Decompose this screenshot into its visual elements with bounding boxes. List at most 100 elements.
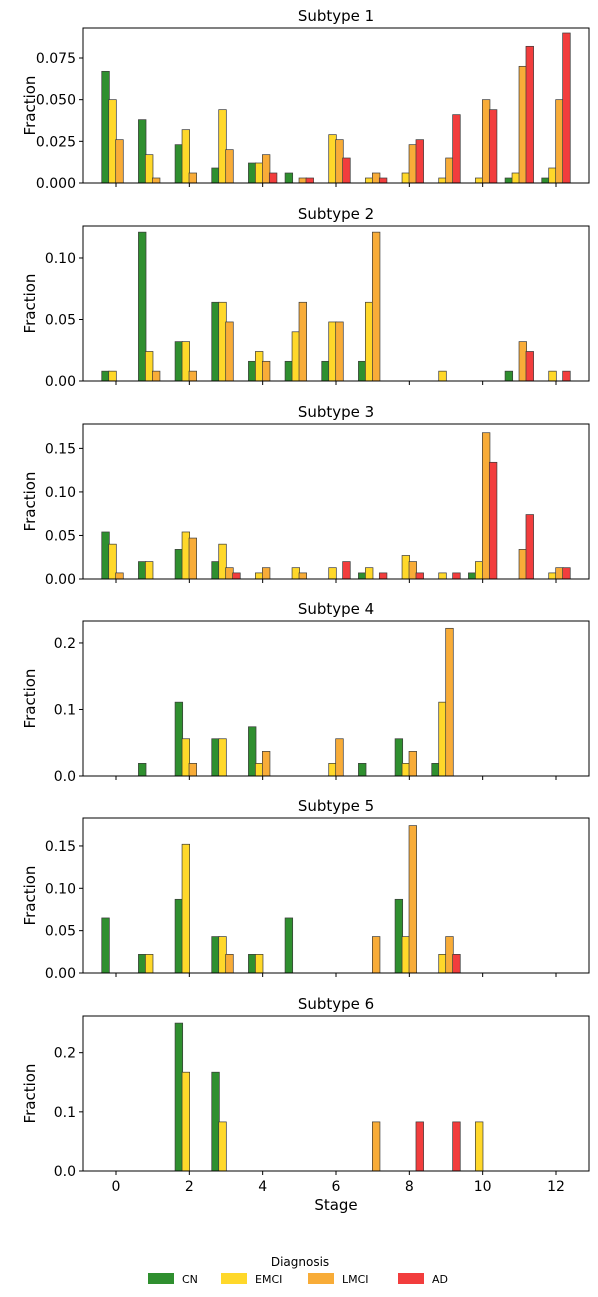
bar-ad-stage-9 bbox=[452, 114, 461, 184]
bar-emci-stage-9 bbox=[438, 954, 447, 974]
legend-swatch-cn bbox=[148, 1273, 174, 1284]
y-tick-label: 0.10 bbox=[45, 485, 76, 501]
x-tick-label: 2 bbox=[185, 1179, 194, 1195]
y-tick-label: 0.10 bbox=[45, 881, 76, 897]
bar-cn-stage-4 bbox=[248, 954, 257, 974]
plot-frame bbox=[82, 27, 590, 184]
legend-entry-ad: AD bbox=[398, 1273, 448, 1286]
bar-cn-stage-3 bbox=[211, 561, 220, 580]
legend-label-emci: EMCI bbox=[255, 1273, 282, 1286]
bar-lmci-stage-2 bbox=[188, 537, 197, 580]
y-tick-label: 0.025 bbox=[36, 134, 76, 150]
bar-emci-stage-3 bbox=[218, 109, 227, 184]
bar-lmci-stage-5 bbox=[298, 572, 307, 580]
bar-emci-stage-12 bbox=[548, 572, 557, 580]
bar-cn-stage-8 bbox=[394, 898, 404, 974]
bar-cn-stage-2 bbox=[174, 1022, 184, 1172]
bar-emci-stage-3 bbox=[218, 543, 227, 580]
bar-cn-stage-4 bbox=[248, 360, 257, 382]
x-tick-label: 10 bbox=[474, 1179, 492, 1195]
bar-lmci-stage-5 bbox=[298, 301, 307, 382]
bar-cn-stage-7 bbox=[358, 360, 367, 382]
bar-emci-stage-1 bbox=[145, 154, 154, 184]
bar-emci-stage-0 bbox=[108, 370, 117, 382]
bar-cn-stage-10 bbox=[468, 572, 477, 580]
bar-ad-stage-11 bbox=[525, 514, 534, 580]
bar-emci-stage-4 bbox=[255, 162, 264, 184]
subplot-title: Subtype 3 bbox=[298, 403, 374, 421]
bar-emci-stage-9 bbox=[438, 370, 447, 382]
bar-cn-stage-2 bbox=[174, 144, 184, 184]
bar-emci-stage-12 bbox=[548, 370, 557, 382]
bar-emci-stage-8 bbox=[401, 172, 410, 184]
bar-cn-stage-3 bbox=[211, 167, 220, 184]
bar-cn-stage-2 bbox=[174, 701, 184, 777]
bar-cn-stage-9 bbox=[431, 763, 440, 777]
bar-lmci-stage-9 bbox=[445, 936, 454, 974]
subplot-2: Subtype 2 Fraction 0.00 0.05 0.10 bbox=[21, 205, 590, 390]
y-tick-label: 0.2 bbox=[54, 1046, 76, 1062]
bar-emci-stage-10 bbox=[475, 561, 484, 580]
subplot-title: Subtype 1 bbox=[298, 7, 374, 25]
bar-emci-stage-3 bbox=[218, 738, 227, 777]
bar-emci-stage-10 bbox=[475, 1121, 484, 1172]
bar-emci-stage-6 bbox=[328, 134, 337, 184]
x-tick-label: 8 bbox=[405, 1179, 414, 1195]
bar-cn-stage-1 bbox=[138, 763, 147, 777]
bar-lmci-stage-6 bbox=[335, 139, 344, 184]
legend-swatch-ad bbox=[398, 1273, 424, 1284]
y-axis-label: Fraction bbox=[21, 866, 39, 926]
bar-lmci-stage-0 bbox=[115, 572, 124, 580]
bar-lmci-stage-10 bbox=[482, 432, 491, 580]
y-tick-label: 0.000 bbox=[36, 176, 76, 192]
bar-ad-stage-6 bbox=[342, 561, 351, 580]
bar-cn-stage-0 bbox=[101, 370, 110, 382]
y-tick-label: 0.05 bbox=[45, 528, 76, 544]
plot-frame bbox=[82, 225, 590, 382]
subplots: Subtype 1Fraction0.0000.0250.0500.075Sub… bbox=[21, 7, 590, 1214]
legend-entry-emci: EMCI bbox=[221, 1273, 282, 1286]
bar-cn-stage-11 bbox=[504, 177, 514, 184]
bar-lmci-stage-4 bbox=[262, 154, 271, 184]
y-axis-label: Fraction bbox=[21, 669, 39, 729]
bar-emci-stage-5 bbox=[291, 567, 300, 580]
bar-emci-stage-4 bbox=[255, 572, 264, 580]
bar-lmci-stage-11 bbox=[518, 341, 527, 382]
bar-cn-stage-6 bbox=[321, 360, 330, 382]
bar-lmci-stage-7 bbox=[372, 172, 381, 184]
bar-lmci-stage-4 bbox=[262, 567, 271, 580]
subplot-5: Subtype 5 Fraction 0.00 0.05 0.10 0.15 bbox=[21, 797, 590, 982]
bar-emci-stage-7 bbox=[365, 177, 374, 184]
bar-cn-stage-7 bbox=[358, 763, 367, 777]
bar-emci-stage-4 bbox=[255, 351, 264, 382]
bar-emci-stage-8 bbox=[401, 763, 410, 777]
bar-lmci-stage-3 bbox=[225, 321, 234, 382]
bar-cn-stage-3 bbox=[211, 936, 220, 974]
bar-lmci-stage-2 bbox=[188, 370, 197, 382]
bar-cn-stage-1 bbox=[138, 231, 147, 382]
x-tick-label: 4 bbox=[258, 1179, 267, 1195]
bar-lmci-stage-8 bbox=[408, 144, 417, 184]
bar-lmci-stage-7 bbox=[372, 231, 381, 382]
bar-ad-stage-8 bbox=[415, 1121, 424, 1172]
bar-ad-stage-3 bbox=[232, 572, 241, 580]
y-tick-label: 0.00 bbox=[45, 374, 76, 390]
bar-ad-stage-8 bbox=[415, 139, 424, 184]
bar-lmci-stage-12 bbox=[555, 99, 564, 184]
bar-emci-stage-1 bbox=[145, 954, 154, 974]
bar-cn-stage-0 bbox=[101, 917, 110, 974]
bar-cn-stage-2 bbox=[174, 341, 184, 382]
bar-emci-stage-3 bbox=[218, 301, 227, 382]
bar-cn-stage-4 bbox=[248, 162, 257, 184]
bar-lmci-stage-9 bbox=[445, 157, 454, 184]
bar-ad-stage-6 bbox=[342, 157, 351, 184]
legend: Diagnosis CN EMCI LMCI AD bbox=[148, 1255, 448, 1286]
bar-ad-stage-11 bbox=[525, 45, 534, 184]
bar-cn-stage-5 bbox=[284, 172, 294, 184]
bar-lmci-stage-12 bbox=[555, 567, 564, 580]
bar-cn-stage-2 bbox=[174, 549, 184, 580]
bar-emci-stage-4 bbox=[255, 954, 264, 974]
bar-lmci-stage-7 bbox=[372, 936, 381, 974]
y-tick-label: 0.1 bbox=[54, 702, 76, 718]
y-tick-label: 0.0 bbox=[54, 769, 76, 785]
